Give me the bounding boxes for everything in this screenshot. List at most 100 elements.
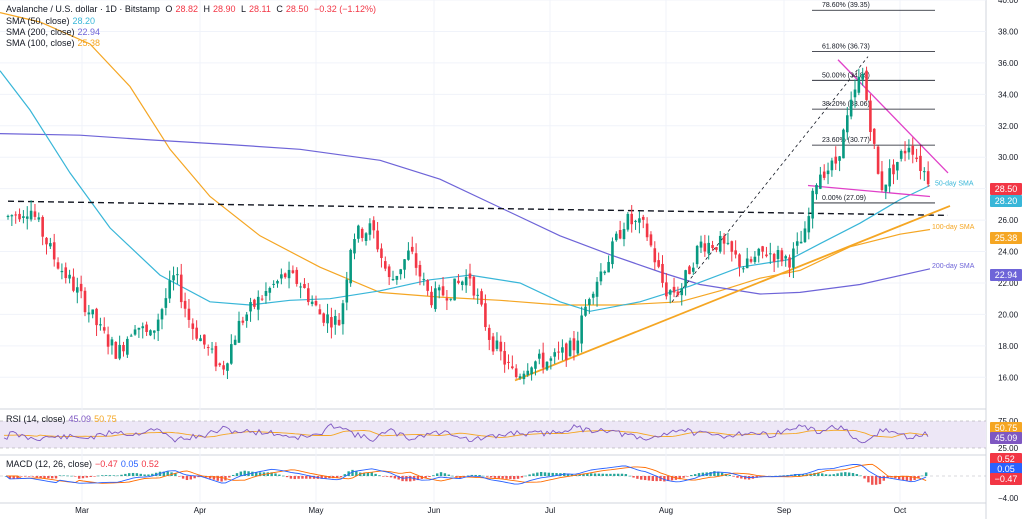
macd-histogram-bar [370,472,373,476]
macd-histogram-bar [443,473,447,476]
candle-body [287,269,291,279]
candle-body [788,257,791,268]
candle-body [591,293,595,298]
candle-body [553,352,556,357]
candle-body [665,282,668,297]
macd-histogram-bar [270,472,273,476]
candle-body [491,336,495,352]
macd-legend[interactable]: MACD (12, 26, close) −0.47 0.05 0.52 [6,459,162,469]
sma200-legend[interactable]: SMA (200, close) 22.94 [6,27,103,37]
macd-histogram-bar [593,473,597,476]
macd-histogram-bar [620,473,624,476]
macd-histogram-bar [663,476,666,482]
macd-histogram-bar [601,473,604,476]
candle-body [476,294,479,296]
macd-histogram-bar [389,476,393,478]
candle-body [676,291,680,296]
descending-trendline [837,59,949,174]
candle-body [414,253,418,268]
macd-histogram-bar [293,476,296,480]
candle-body [330,317,333,328]
candle-body [876,146,880,174]
macd-histogram-bar [255,472,258,476]
candle-body [757,248,761,256]
macd-histogram-bar [301,476,304,479]
sma200-line [0,133,931,295]
candle-body [241,320,245,323]
macd-histogram-bar [844,472,847,476]
macd-histogram-bar [185,476,189,481]
candle-body [549,358,553,361]
macd-label: MACD (12, 26, close) [6,459,93,469]
macd-histogram-bar [24,476,27,477]
macd-histogram-bar [524,475,527,477]
candle-body [484,303,487,328]
candle-body [114,341,118,359]
ohlc-low: 28.11 [249,4,271,14]
candle-body [734,250,737,255]
candle-body [99,324,102,326]
macd-histogram-bar [266,472,269,476]
macd-histogram-bar [8,476,12,479]
candle-body [10,215,14,217]
macd-histogram-bar [151,473,154,476]
candle-body [29,210,33,220]
fib-level-label: 50.00% (34.89) [822,72,870,79]
candle-body [923,171,926,173]
candle-body [780,250,784,262]
candle-body [538,353,541,359]
candle-body [360,228,364,238]
macd-histogram-bar [636,476,639,479]
candle-body [391,279,395,281]
fib-level-label: 78.60% (39.35) [822,2,870,9]
candle-body [834,156,838,164]
time-tick-label: Apr [194,506,207,515]
macd-histogram-bar [643,476,647,481]
candle-body [907,147,911,153]
candle-body [364,233,368,241]
candle-body [595,281,599,297]
macd-histogram-bar [74,476,77,477]
macd-histogram-bar [47,476,50,479]
candle-body [430,291,433,306]
price-tag-last: 28.50 [990,183,1022,195]
candle-body [214,345,218,367]
price-tick-label: 36.00 [998,59,1019,68]
macd-histogram-bar [516,476,520,479]
candle-body [468,273,472,279]
candle-body [153,330,156,333]
rsi-legend[interactable]: RSI (14, close) 45.09 50.75 [6,414,120,424]
macd-histogram-bar [143,474,146,476]
candle-body [711,244,714,249]
macd-histogram-bar [894,476,897,479]
candle-body [291,270,295,273]
candle-body [688,266,691,275]
macd-histogram-bar [466,475,470,477]
candle-body [718,235,722,252]
sma50-legend[interactable]: SMA (50, close) 28.20 [6,16,98,26]
macd-histogram-bar [824,474,828,476]
candle-body [245,314,248,321]
candle-body [326,314,329,324]
candle-body [303,283,306,288]
macd-histogram-bar [335,476,339,478]
macd-histogram-bar [632,476,635,478]
candle-body [295,269,299,284]
macd-histogram-bar [416,476,420,481]
candle-body [83,290,87,313]
candle-body [576,340,580,354]
ohlc-close: 28.50 [285,4,309,14]
ohlc-open: 28.82 [175,4,198,14]
macd-histogram-bar [178,476,181,477]
macd-histogram-bar [667,476,670,482]
macd-histogram-bar [216,476,219,481]
macd-histogram-bar [39,476,42,479]
time-tick-label: Jun [428,506,441,515]
sma100-legend[interactable]: SMA (100, close) 25.38 [6,38,103,48]
candle-body [434,288,437,310]
candle-body [22,216,25,218]
time-tick-label: Mar [75,506,89,515]
macd-histogram-bar [378,475,381,476]
candle-body [341,303,345,325]
candle-body [118,344,121,359]
